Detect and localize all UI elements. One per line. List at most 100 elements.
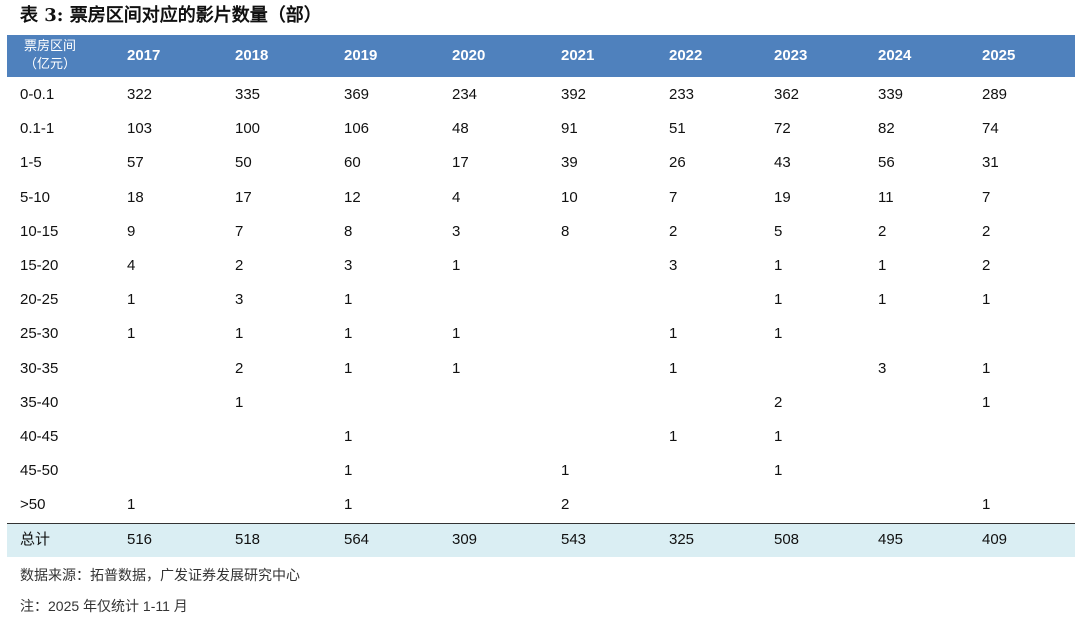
row-label: 10-15 bbox=[20, 222, 59, 240]
cell: 4 bbox=[127, 257, 136, 274]
cell: 8 bbox=[561, 222, 570, 240]
cell: 18 bbox=[127, 188, 144, 206]
cell: 72 bbox=[774, 120, 791, 138]
cell: 9 bbox=[127, 222, 136, 240]
cell: 1 bbox=[127, 496, 136, 514]
cell: 2 bbox=[982, 257, 991, 274]
row-label: 25-30 bbox=[20, 325, 59, 343]
cell: 7 bbox=[982, 188, 991, 206]
cell: 1 bbox=[127, 325, 136, 343]
cell: 1 bbox=[235, 393, 244, 411]
cell: 3 bbox=[878, 359, 887, 377]
cell: 50 bbox=[235, 154, 252, 172]
cell: 1 bbox=[774, 291, 783, 309]
header-year: 2024 bbox=[878, 47, 912, 64]
cell: 1 bbox=[669, 325, 678, 343]
header-year: 2019 bbox=[344, 47, 378, 64]
cell: 74 bbox=[982, 120, 999, 138]
total-cell: 309 bbox=[452, 531, 478, 548]
total-cell: 564 bbox=[344, 531, 370, 548]
row-label: 30-35 bbox=[20, 359, 59, 377]
header-label: （亿元） bbox=[23, 56, 76, 71]
cell: 1 bbox=[878, 291, 887, 309]
cell: 234 bbox=[452, 86, 478, 103]
cell: 1 bbox=[669, 359, 678, 377]
cell: 26 bbox=[669, 154, 686, 172]
cell: 2 bbox=[878, 222, 887, 240]
cell: 1 bbox=[774, 257, 783, 274]
cell: 335 bbox=[235, 86, 261, 103]
cell: 7 bbox=[669, 188, 678, 206]
cell: 1 bbox=[127, 291, 136, 309]
header-year: 2025 bbox=[982, 47, 1016, 64]
row-label: 40-45 bbox=[20, 428, 59, 445]
cell: 1 bbox=[344, 428, 353, 445]
total-band bbox=[7, 523, 1075, 557]
cell: 39 bbox=[561, 154, 578, 172]
cell: 1 bbox=[344, 462, 353, 480]
cell: 4 bbox=[452, 188, 461, 206]
cell: 3 bbox=[669, 257, 678, 274]
cell: 48 bbox=[452, 120, 469, 138]
row-label: 5-10 bbox=[20, 188, 51, 206]
cell: 339 bbox=[878, 86, 904, 103]
cell: 7 bbox=[235, 222, 244, 240]
cell: 91 bbox=[561, 120, 578, 138]
cell: 17 bbox=[235, 188, 252, 206]
header-year: 2023 bbox=[774, 47, 808, 64]
total-label: 总计 bbox=[20, 531, 51, 548]
total-cell: 518 bbox=[235, 531, 261, 548]
cell: 51 bbox=[669, 120, 686, 138]
cell: 1 bbox=[774, 428, 783, 445]
cell: 1 bbox=[452, 359, 461, 377]
header-label: 票房区间 bbox=[23, 38, 76, 53]
cell: 1 bbox=[982, 291, 991, 309]
cell: 31 bbox=[982, 154, 999, 172]
cell: 2 bbox=[774, 393, 783, 411]
cell: 1 bbox=[452, 257, 461, 274]
cell: 60 bbox=[344, 154, 361, 172]
cell: 3 bbox=[452, 222, 461, 240]
cell: 1 bbox=[452, 325, 461, 343]
cell: 2 bbox=[669, 222, 678, 240]
cell: 2 bbox=[982, 222, 991, 240]
cell: 1 bbox=[344, 291, 353, 309]
cell: 1 bbox=[235, 325, 244, 343]
row-label: 0-0.1 bbox=[20, 86, 55, 103]
row-label: 1-5 bbox=[20, 154, 42, 172]
table-title: 表 3: 票房区间对应的影片数量（部） bbox=[20, 5, 322, 26]
cell: 56 bbox=[878, 154, 895, 172]
cell: 3 bbox=[344, 257, 353, 274]
cell: 1 bbox=[982, 359, 991, 377]
cell: 1 bbox=[982, 496, 991, 514]
cell: 82 bbox=[878, 120, 895, 138]
cell: 5 bbox=[774, 222, 783, 240]
cell: 12 bbox=[344, 188, 361, 206]
total-cell: 516 bbox=[127, 531, 153, 548]
cell: 1 bbox=[878, 257, 887, 274]
cell: 17 bbox=[452, 154, 469, 172]
source: 数据来源：拓普数据，广发证券发展研究中心 bbox=[20, 567, 300, 583]
total-cell: 508 bbox=[774, 531, 800, 548]
cell: 1 bbox=[774, 325, 783, 343]
cell: 106 bbox=[344, 120, 370, 138]
row-label: 20-25 bbox=[20, 291, 59, 309]
cell: 2 bbox=[235, 257, 244, 274]
cell: 369 bbox=[344, 86, 370, 103]
cell: 392 bbox=[561, 86, 587, 103]
cell: 43 bbox=[774, 154, 791, 172]
cell: 1 bbox=[344, 325, 353, 343]
header-year: 2020 bbox=[452, 47, 486, 64]
total-cell: 409 bbox=[982, 531, 1008, 548]
cell: 1 bbox=[982, 393, 991, 411]
total-cell: 495 bbox=[878, 531, 904, 548]
cell: 1 bbox=[344, 359, 353, 377]
header-year: 2018 bbox=[235, 47, 269, 64]
cell: 11 bbox=[878, 188, 894, 206]
cell: 362 bbox=[774, 86, 800, 103]
row-label: 45-50 bbox=[20, 462, 59, 480]
header-year: 2017 bbox=[127, 47, 161, 64]
row-label: >50 bbox=[20, 496, 46, 514]
header-year: 2021 bbox=[561, 47, 595, 64]
